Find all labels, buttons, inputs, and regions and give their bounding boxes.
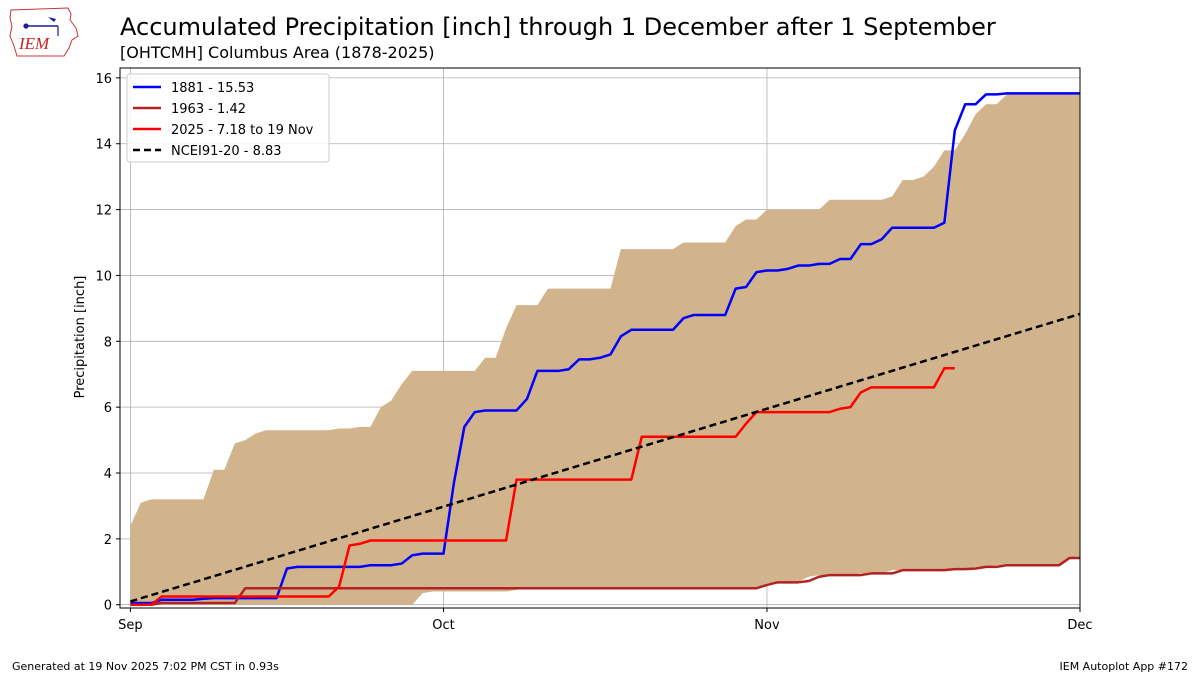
y-tick-label: 2 [104,533,112,548]
x-tick-label: Oct [432,618,454,633]
generated-timestamp: Generated at 19 Nov 2025 7:02 PM CST in … [12,660,279,673]
logo-text: IEM [18,34,50,53]
y-axis-label: Precipitation [inch] [73,276,88,399]
chart-title: Accumulated Precipitation [inch] through… [120,13,996,41]
legend-label-0: 1881 - 15.53 [171,81,254,96]
y-tick-label: 4 [104,467,112,482]
series-line-0 [130,92,1080,605]
series-layer [130,92,1081,606]
legend-label-1: 1963 - 1.42 [171,102,246,117]
y-tick-label: 10 [95,269,112,284]
range-band [130,94,1080,605]
legend-box [126,73,330,163]
legend-label-3: NCEI91-20 - 8.83 [171,144,282,159]
y-axis-ticks: 0 2 4 6 8 10 12 14 16 [95,72,120,614]
iem-logo: IEM [9,7,79,57]
y-tick-label: 0 [104,599,112,614]
chart-subtitle: [OHTCMH] Columbus Area (1878-2025) [120,43,435,62]
series-line-1 [130,556,1080,606]
y-tick-label: 8 [104,335,112,350]
chart-legend: 1881 - 15.53 1963 - 1.42 2025 - 7.18 to 19… [126,73,330,163]
x-tick-label: Sep [118,618,143,633]
x-tick-label: Nov [754,618,780,633]
legend-label-2: 2025 - 7.18 to 19 Nov [171,123,314,138]
y-tick-label: 16 [95,72,112,87]
y-tick-label: 12 [95,204,112,219]
app-credit: IEM Autoplot App #172 [1059,660,1189,673]
x-axis-ticks: Sep Oct Nov Dec [118,608,1093,633]
y-tick-label: 6 [104,401,112,416]
plot-area-frame [119,67,1081,609]
iowa-state-map-icon [9,7,79,57]
series-line-2 [130,367,955,606]
range-band-layer [130,94,1080,605]
x-tick-label: Dec [1067,618,1092,633]
y-tick-label: 14 [95,138,112,153]
series-line-3 [130,312,1081,603]
